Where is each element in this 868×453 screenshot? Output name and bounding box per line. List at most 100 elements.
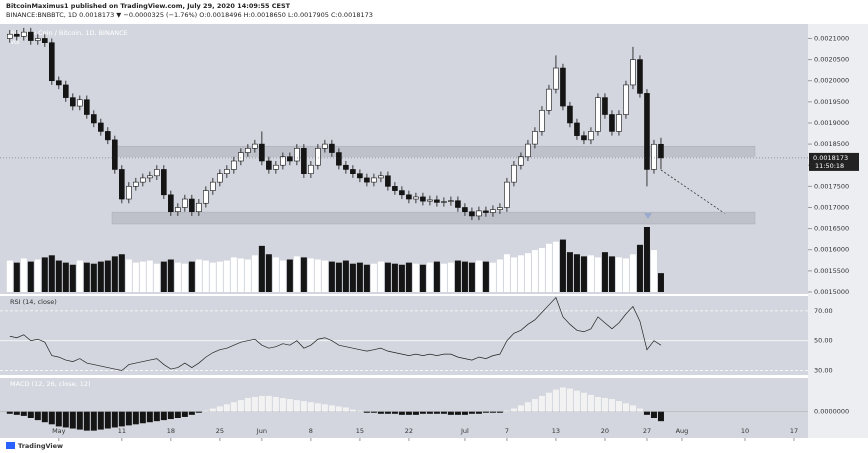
- volume-bar: [349, 263, 356, 292]
- volume-bar: [335, 262, 342, 292]
- volume-bar: [307, 258, 314, 292]
- y-tick-label: 0.0015000: [814, 288, 849, 296]
- candle-body: [651, 143, 657, 170]
- y-tick-label: 0.0017000: [814, 203, 849, 211]
- macd-bar: [132, 411, 139, 425]
- volume-bar: [363, 264, 370, 292]
- candle-body: [616, 114, 622, 132]
- volume-bar: [181, 263, 188, 292]
- candle-body: [189, 198, 195, 213]
- y-tick-label: 0.0018500: [814, 140, 849, 148]
- logo: [6, 442, 15, 449]
- candle-body: [602, 97, 608, 115]
- volume-bar: [524, 253, 531, 292]
- macd-bar: [69, 411, 76, 429]
- volume-bar: [230, 257, 237, 292]
- candle-body: [231, 160, 237, 170]
- projection-arrow: [660, 169, 728, 216]
- macd-bar: [657, 411, 664, 422]
- macd-bar: [475, 411, 482, 414]
- macd-bar: [314, 403, 321, 412]
- y-tick-label: 0.0016500: [814, 225, 849, 233]
- macd-bar: [531, 399, 538, 412]
- volume-bar: [538, 247, 545, 292]
- x-tick-label: 11: [118, 427, 126, 435]
- macd-bar: [384, 411, 391, 414]
- volume-bar: [370, 263, 377, 292]
- candle-body: [224, 169, 230, 174]
- macd-bar: [594, 396, 601, 412]
- macd-bar: [6, 411, 13, 414]
- candle-body: [609, 114, 615, 132]
- chart-title: Binance Coin / Bitcoin, 1D, BINANCE: [10, 29, 128, 37]
- volume-bar: [104, 260, 111, 292]
- macd-bar: [118, 411, 125, 427]
- macd-bar: [363, 411, 370, 413]
- candle-body: [217, 173, 223, 183]
- volume-bar: [251, 255, 258, 292]
- volume-bar: [216, 261, 223, 292]
- volume-bar: [412, 263, 419, 292]
- x-tick-label: 15: [356, 427, 364, 435]
- macd-bar: [293, 400, 300, 412]
- macd-bar: [76, 411, 83, 430]
- candle-body: [287, 156, 293, 162]
- candle-body: [42, 38, 48, 43]
- volume-bar: [468, 262, 475, 292]
- last-price: 0.0018173: [813, 154, 848, 162]
- candle-body: [273, 164, 279, 170]
- volume-bar: [265, 254, 272, 292]
- candle-body: [203, 190, 209, 204]
- volume-bar: [209, 262, 216, 292]
- volume-bar: [6, 260, 13, 292]
- macd-bar: [202, 410, 209, 412]
- candle-body: [378, 175, 384, 179]
- volume-bar: [321, 260, 328, 292]
- volume-bar: [90, 263, 97, 292]
- macd-bar: [48, 411, 55, 425]
- macd-bar: [97, 411, 104, 430]
- macd-bar: [160, 411, 167, 421]
- volume-bar: [27, 261, 34, 292]
- last-price-box: [809, 152, 859, 171]
- volume-bar: [657, 273, 664, 292]
- candle-body: [245, 148, 251, 153]
- candle-body: [280, 156, 286, 166]
- candle-body: [357, 173, 363, 179]
- candle-body: [455, 200, 461, 208]
- price-axis: [808, 24, 868, 438]
- macd-bar: [503, 410, 510, 412]
- volume-bar: [398, 264, 405, 292]
- macd-bar: [608, 399, 615, 412]
- rsi-line: [9, 296, 662, 371]
- candle-body: [112, 139, 118, 170]
- macd-bar: [167, 411, 174, 420]
- macd-title: MACD (12, 26, close, 12): [10, 380, 91, 388]
- candle-body: [154, 169, 160, 177]
- x-tick-label: May: [52, 427, 66, 435]
- macd-bar: [601, 398, 608, 412]
- volume-bar: [223, 260, 230, 292]
- macd-bar: [622, 403, 629, 412]
- candle-body: [119, 169, 125, 200]
- x-tick-label: Jul: [460, 427, 469, 435]
- macd-bar: [587, 394, 594, 412]
- x-tick-label: Jun: [256, 427, 267, 435]
- candle-body: [196, 202, 202, 213]
- volume-bar: [118, 254, 125, 292]
- volume-bar: [475, 260, 482, 292]
- candle-body: [574, 122, 580, 136]
- y-tick-label: 0.0020000: [814, 77, 849, 85]
- rsi-pane: [0, 296, 808, 375]
- candle-body: [175, 207, 181, 213]
- volume-bar: [433, 261, 440, 292]
- volume-bar: [587, 255, 594, 292]
- macd-bar: [643, 411, 650, 415]
- volume-bar: [167, 259, 174, 292]
- candle-body: [525, 143, 531, 158]
- candle-body: [539, 109, 545, 132]
- macd-bar: [573, 390, 580, 412]
- volume-bar: [20, 258, 27, 292]
- candle-body: [448, 200, 454, 202]
- macd-bar: [391, 411, 398, 414]
